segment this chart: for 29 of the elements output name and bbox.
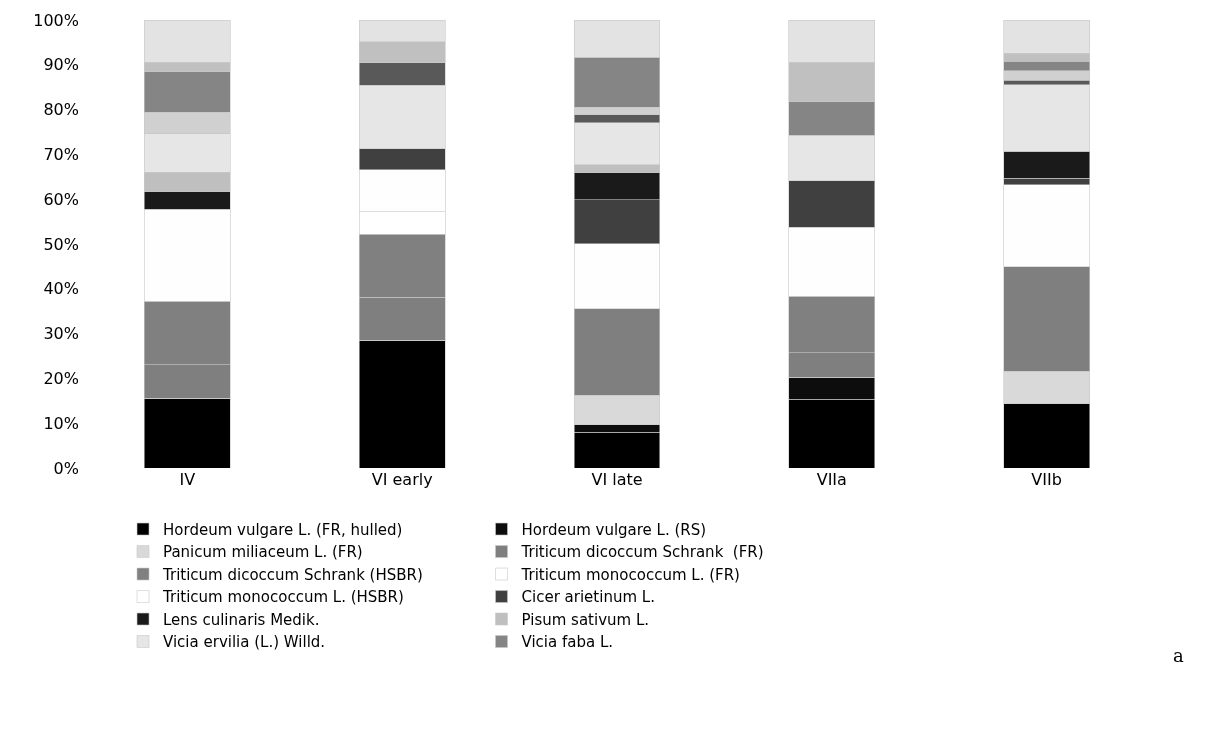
legend-label: Lens culinaris Medik. <box>163 610 320 629</box>
x-tick-label: VIIb <box>1031 470 1062 489</box>
x-tick-label: IV <box>179 470 196 489</box>
legend-label: Triticum monococcum L. (FR) <box>520 565 740 584</box>
legend-label: Panicum miliaceum L. (FR) <box>163 543 363 562</box>
y-tick-label: 100% <box>33 10 79 30</box>
text: a <box>1173 645 1184 666</box>
x-tick-label: VI late <box>591 470 643 489</box>
y-tick-label: 20% <box>43 369 79 388</box>
y-tick-label: 10% <box>43 413 79 433</box>
legend-label: Triticum dicoccum Schrank (HSBR) <box>162 565 423 584</box>
y-tick-label: 60% <box>43 189 79 209</box>
legend-label: Triticum monococcum L. (HSBR) <box>162 588 404 607</box>
x-tick-label: VIIa <box>816 470 847 489</box>
y-tick-label: 40% <box>43 279 79 299</box>
y-tick-label: 0% <box>53 458 79 478</box>
y-tick-label: 50% <box>43 234 79 254</box>
legend-label: Cicer arietinum L. <box>521 588 655 607</box>
y-tick-label: 80% <box>43 100 79 120</box>
legend-label: Triticum dicoccum Schrank (FR) <box>520 543 764 562</box>
legend-label: Vicia ervilia (L.) Willd. <box>163 633 326 652</box>
legend-label: Hordeum vulgare L. (FR, hulled) <box>163 520 403 539</box>
x-tick-label: VI early <box>371 470 433 489</box>
y-tick-label: 30% <box>43 324 79 344</box>
legend-label: Pisum sativum L. <box>521 610 650 629</box>
legend-label: Hordeum vulgare L. (RS) <box>521 520 707 539</box>
y-tick-label: 90% <box>43 55 79 75</box>
y-tick-label: 70% <box>43 145 79 164</box>
legend-label: Vicia faba L. <box>521 633 614 652</box>
